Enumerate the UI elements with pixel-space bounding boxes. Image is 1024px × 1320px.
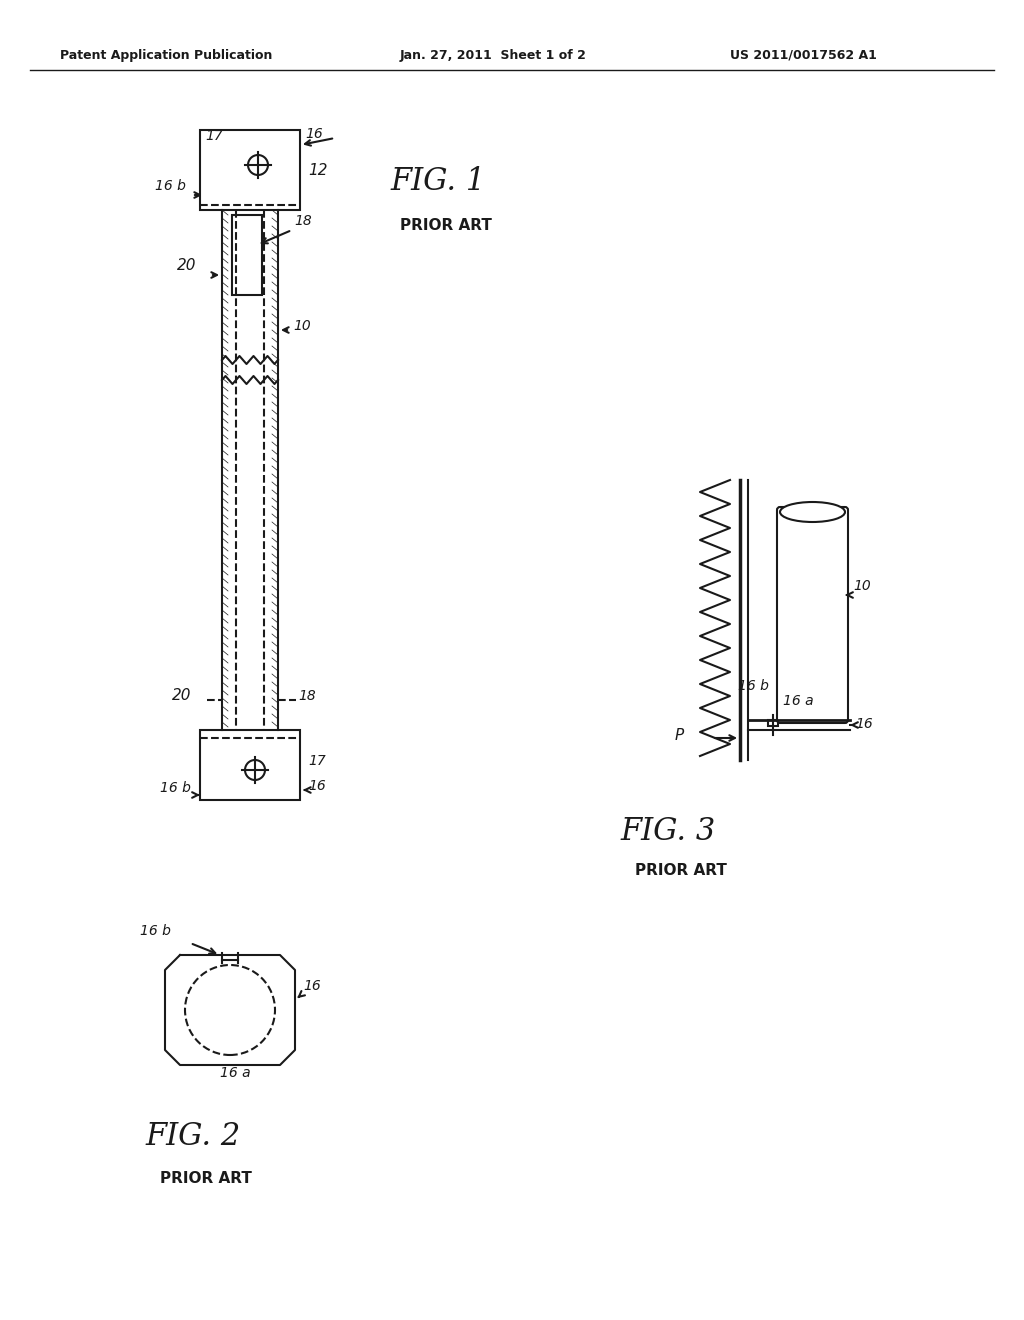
Text: 16 a: 16 a [783,694,814,708]
Text: 16 b: 16 b [155,180,186,193]
Text: 18: 18 [294,214,311,228]
Text: 16: 16 [855,717,872,731]
Text: 10: 10 [293,319,310,333]
Text: 17: 17 [308,754,326,768]
Text: 16: 16 [305,127,323,141]
Text: Patent Application Publication: Patent Application Publication [60,49,272,62]
Text: 17: 17 [205,129,223,143]
Text: 16 b: 16 b [738,678,769,693]
Text: FIG. 1: FIG. 1 [390,166,485,197]
Text: 20: 20 [177,257,197,273]
FancyBboxPatch shape [768,719,778,726]
Text: 16 b: 16 b [160,781,190,795]
Text: P: P [675,729,684,743]
Ellipse shape [780,502,845,521]
FancyBboxPatch shape [200,730,300,800]
Text: 20: 20 [172,688,191,704]
Text: 10: 10 [853,579,870,593]
Text: 18: 18 [298,689,315,704]
Text: Jan. 27, 2011  Sheet 1 of 2: Jan. 27, 2011 Sheet 1 of 2 [400,49,587,62]
FancyBboxPatch shape [232,215,262,294]
Text: 16 a: 16 a [220,1067,251,1080]
Text: PRIOR ART: PRIOR ART [635,863,727,878]
Text: PRIOR ART: PRIOR ART [160,1171,252,1185]
FancyBboxPatch shape [200,129,300,210]
Text: 16 b: 16 b [140,924,171,939]
Text: FIG. 3: FIG. 3 [620,816,715,847]
FancyBboxPatch shape [777,507,848,723]
Text: 12: 12 [308,162,328,178]
Text: US 2011/0017562 A1: US 2011/0017562 A1 [730,49,877,62]
Text: 16: 16 [303,979,321,993]
Text: FIG. 2: FIG. 2 [145,1121,241,1152]
Text: 16: 16 [308,779,326,793]
Text: PRIOR ART: PRIOR ART [400,218,492,234]
